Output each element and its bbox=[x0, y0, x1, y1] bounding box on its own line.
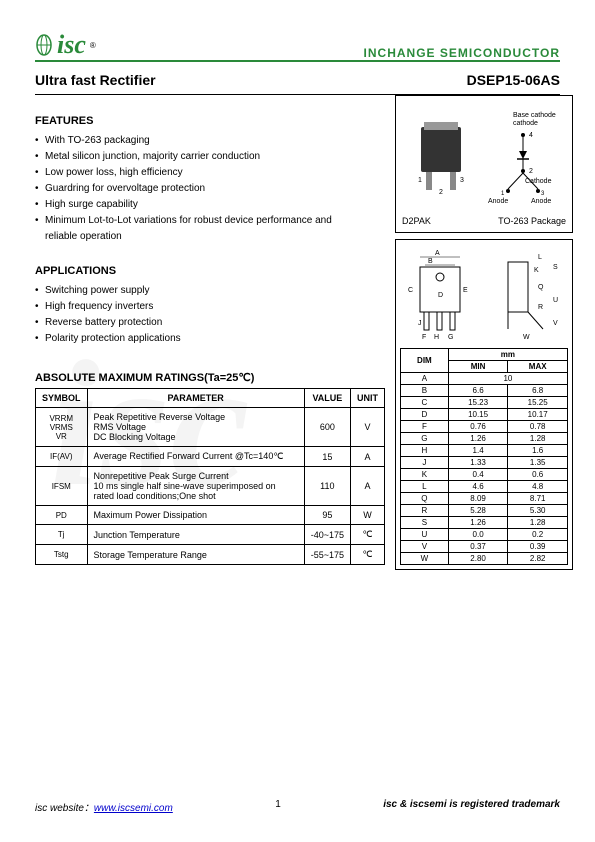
package-box: 1 2 3 Base cathode cathode 4 bbox=[395, 95, 573, 233]
product-type: Ultra fast Rectifier bbox=[35, 72, 156, 88]
table-row: V0.370.39 bbox=[401, 541, 568, 553]
logo-text: isc bbox=[57, 30, 86, 60]
dimension-box: A B C D J E F H bbox=[395, 239, 573, 570]
brand-name: INCHANGE SEMICONDUCTOR bbox=[364, 46, 560, 60]
table-row: H1.41.6 bbox=[401, 445, 568, 457]
feature-item: High surge capability bbox=[35, 197, 345, 213]
footer-trademark: isc & iscsemi is registered trademark bbox=[383, 799, 560, 814]
table-row: TstgStorage Temperature Range-55~175℃ bbox=[36, 545, 385, 565]
svg-text:K: K bbox=[534, 267, 539, 274]
footer-website: isc website：www.iscsemi.com bbox=[35, 799, 173, 814]
svg-text:cathode: cathode bbox=[513, 120, 538, 127]
svg-text:L: L bbox=[538, 254, 542, 261]
svg-text:V: V bbox=[553, 320, 558, 327]
table-row: Q8.098.71 bbox=[401, 493, 568, 505]
pinout-icon: Base cathode cathode 4 2 Cathode bbox=[483, 107, 563, 207]
ratings-col-symbol: SYMBOL bbox=[36, 389, 88, 408]
footer: isc website：www.iscsemi.com 1 isc & iscs… bbox=[35, 799, 560, 814]
table-row: K0.40.6 bbox=[401, 469, 568, 481]
table-row: D10.1510.17 bbox=[401, 409, 568, 421]
svg-text:A: A bbox=[435, 250, 440, 257]
svg-text:C: C bbox=[408, 287, 413, 294]
ratings-col-unit: UNIT bbox=[351, 389, 385, 408]
table-row: W2.802.82 bbox=[401, 553, 568, 565]
svg-text:G: G bbox=[448, 334, 453, 341]
ratings-col-parameter: PARAMETER bbox=[87, 389, 304, 408]
page-number: 1 bbox=[275, 799, 281, 814]
dimension-drawing: A B C D J E F H bbox=[400, 244, 568, 344]
applications-list: Switching power supply High frequency in… bbox=[35, 283, 385, 347]
table-row: G1.261.28 bbox=[401, 433, 568, 445]
d2pak-label: D2PAK bbox=[402, 216, 431, 226]
svg-text:B: B bbox=[428, 258, 433, 265]
table-row: F0.760.78 bbox=[401, 421, 568, 433]
dim-col-min: MIN bbox=[448, 361, 508, 373]
table-row: R5.285.30 bbox=[401, 505, 568, 517]
part-number: DSEP15-06AS bbox=[467, 72, 560, 88]
package-name: TO-263 Package bbox=[498, 216, 566, 226]
registered-mark: ® bbox=[90, 41, 96, 50]
svg-text:3: 3 bbox=[541, 191, 545, 197]
svg-text:S: S bbox=[553, 264, 558, 271]
feature-item: Metal silicon junction, majority carrier… bbox=[35, 149, 345, 165]
features-list: With TO-263 packaging Metal silicon junc… bbox=[35, 133, 345, 245]
svg-text:3: 3 bbox=[460, 177, 464, 184]
header-divider bbox=[35, 60, 560, 62]
ratings-table: SYMBOL PARAMETER VALUE UNIT VRRMVRMSVRPe… bbox=[35, 388, 385, 565]
svg-text:4: 4 bbox=[529, 132, 533, 139]
website-link[interactable]: www.iscsemi.com bbox=[94, 803, 173, 814]
table-row: S1.261.28 bbox=[401, 517, 568, 529]
feature-item: Minimum Lot-to-Lot variations for robust… bbox=[35, 213, 345, 245]
table-row: J1.331.35 bbox=[401, 457, 568, 469]
app-item: Switching power supply bbox=[35, 283, 385, 299]
svg-text:W: W bbox=[523, 334, 530, 341]
ratings-col-value: VALUE bbox=[304, 389, 350, 408]
header: isc ® INCHANGE SEMICONDUCTOR bbox=[35, 30, 560, 60]
table-row: C15.2315.25 bbox=[401, 397, 568, 409]
features-heading: FEATURES bbox=[35, 115, 345, 127]
table-row: PDMaximum Power Dissipation95W bbox=[36, 506, 385, 525]
table-row: IF(AV)Average Rectified Forward Current … bbox=[36, 447, 385, 467]
svg-text:U: U bbox=[553, 297, 558, 304]
svg-text:1: 1 bbox=[501, 191, 505, 197]
table-row: VRRMVRMSVRPeak Repetitive Reverse Voltag… bbox=[36, 408, 385, 447]
svg-text:J: J bbox=[418, 320, 422, 327]
svg-text:Base cathode: Base cathode bbox=[513, 112, 556, 119]
title-row: Ultra fast Rectifier DSEP15-06AS bbox=[35, 72, 560, 95]
logo-icon bbox=[35, 34, 53, 56]
package-image: 1 2 3 Base cathode cathode 4 bbox=[402, 102, 566, 212]
logo: isc ® bbox=[35, 30, 96, 60]
svg-text:2: 2 bbox=[439, 189, 443, 196]
svg-text:E: E bbox=[463, 287, 468, 294]
ratings-heading: ABSOLUTE MAXIMUM RATINGS(Ta=25℃) bbox=[35, 371, 385, 384]
d2pak-icon: 1 2 3 bbox=[406, 112, 476, 202]
svg-text:Anode: Anode bbox=[531, 198, 551, 205]
table-row: L4.64.8 bbox=[401, 481, 568, 493]
table-row: TjJunction Temperature-40~175℃ bbox=[36, 525, 385, 545]
dim-unit: mm bbox=[448, 349, 567, 361]
feature-item: Low power loss, high efficiency bbox=[35, 165, 345, 181]
table-row: U0.00.2 bbox=[401, 529, 568, 541]
table-row: B6.66.8 bbox=[401, 385, 568, 397]
app-item: Reverse battery protection bbox=[35, 315, 385, 331]
svg-text:D: D bbox=[438, 292, 443, 299]
applications-heading: APPLICATIONS bbox=[35, 265, 385, 277]
svg-text:1: 1 bbox=[418, 177, 422, 184]
app-item: High frequency inverters bbox=[35, 299, 385, 315]
svg-text:Q: Q bbox=[538, 284, 544, 291]
dim-col-dim: DIM bbox=[401, 349, 449, 373]
feature-item: Guardring for overvoltage protection bbox=[35, 181, 345, 197]
table-row: A10 bbox=[401, 373, 568, 385]
svg-text:F: F bbox=[422, 334, 426, 341]
app-item: Polarity protection applications bbox=[35, 331, 385, 347]
feature-item: With TO-263 packaging bbox=[35, 133, 345, 149]
svg-text:H: H bbox=[434, 334, 439, 341]
svg-text:R: R bbox=[538, 304, 543, 311]
dimension-table: DIMmm MINMAX A10B6.66.8C15.2315.25D10.15… bbox=[400, 348, 568, 565]
dim-col-max: MAX bbox=[508, 361, 568, 373]
svg-text:2: 2 bbox=[529, 168, 533, 175]
table-row: IFSMNonrepetitive Peak Surge Current10 m… bbox=[36, 467, 385, 506]
svg-text:Anode: Anode bbox=[488, 198, 508, 205]
